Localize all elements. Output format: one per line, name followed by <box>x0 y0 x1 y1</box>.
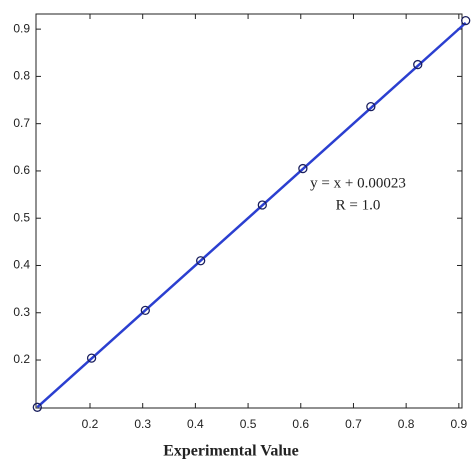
x-tick-label: 0.2 <box>82 417 99 431</box>
y-tick-label: 0.7 <box>13 116 30 130</box>
x-tick-label: 0.3 <box>134 417 151 431</box>
x-tick-label: 0.7 <box>345 417 362 431</box>
data-point <box>366 102 376 112</box>
data-point <box>32 402 42 412</box>
x-axis-label: Experimental Value <box>163 443 299 460</box>
y-tick-label: 0.9 <box>13 21 30 35</box>
y-tick-label: 0.8 <box>13 69 30 83</box>
y-tick-label: 0.6 <box>13 163 30 177</box>
data-point <box>196 256 206 266</box>
fit-line <box>36 21 467 409</box>
plot-frame <box>35 13 463 409</box>
y-tick-label: 0.3 <box>13 305 30 319</box>
x-tick-label: 0.6 <box>292 417 309 431</box>
data-point <box>413 59 423 70</box>
x-tick-label: 0.9 <box>450 417 467 431</box>
data-point <box>257 200 267 210</box>
y-tick-label: 0.2 <box>13 352 30 366</box>
data-point <box>461 15 471 26</box>
x-tick-label: 0.4 <box>187 417 204 431</box>
y-tick-label: 0.5 <box>13 210 30 224</box>
x-tick-label: 0.8 <box>398 417 415 431</box>
data-point <box>140 305 150 316</box>
x-tick-label: 0.5 <box>240 417 257 431</box>
r-value: R = 1.0 <box>336 197 381 213</box>
data-point <box>86 353 97 363</box>
y-tick-label: 0.4 <box>13 258 30 272</box>
equation: y = x + 0.00023 <box>310 175 406 191</box>
data-point <box>298 163 308 174</box>
